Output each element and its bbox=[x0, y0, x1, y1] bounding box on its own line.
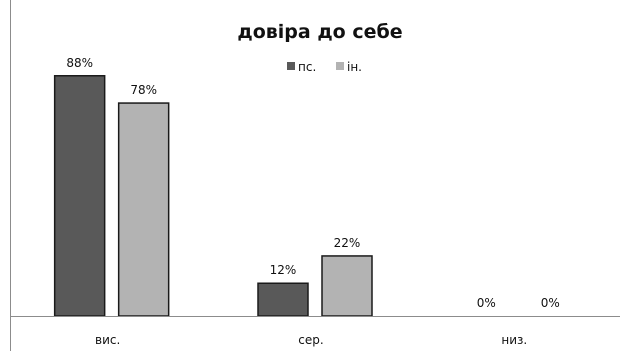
legend-label: ін. bbox=[347, 60, 362, 74]
data-label: 78% bbox=[130, 83, 157, 97]
data-label: 0% bbox=[541, 296, 560, 310]
data-label: 0% bbox=[477, 296, 496, 310]
category-label: низ. bbox=[501, 333, 527, 347]
bar-in-1 bbox=[321, 255, 373, 317]
plot-area: 88% 78% вис. 12% 22% сер. 0% 0% низ. bbox=[53, 56, 560, 347]
data-label: 88% bbox=[66, 56, 93, 70]
data-label: 12% bbox=[270, 263, 297, 277]
legend: пс. ін. bbox=[287, 60, 362, 74]
bar-ps-1 bbox=[257, 282, 309, 317]
category-label: сер. bbox=[298, 333, 323, 347]
bar-ps-0 bbox=[53, 75, 106, 317]
data-label: 22% bbox=[334, 236, 361, 250]
legend-swatch bbox=[336, 62, 344, 70]
bar-in-0 bbox=[117, 102, 170, 317]
legend-swatch bbox=[287, 62, 295, 70]
category-label: вис. bbox=[95, 333, 120, 347]
chart-title: довіра до себе bbox=[237, 21, 402, 43]
legend-label: пс. bbox=[298, 60, 316, 74]
